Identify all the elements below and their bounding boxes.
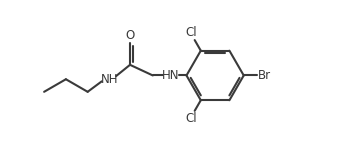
Text: O: O (125, 29, 135, 42)
Text: Cl: Cl (186, 111, 197, 124)
Text: Cl: Cl (186, 26, 197, 39)
Text: Br: Br (258, 69, 271, 82)
Text: HN: HN (162, 69, 180, 82)
Text: NH: NH (101, 73, 118, 86)
